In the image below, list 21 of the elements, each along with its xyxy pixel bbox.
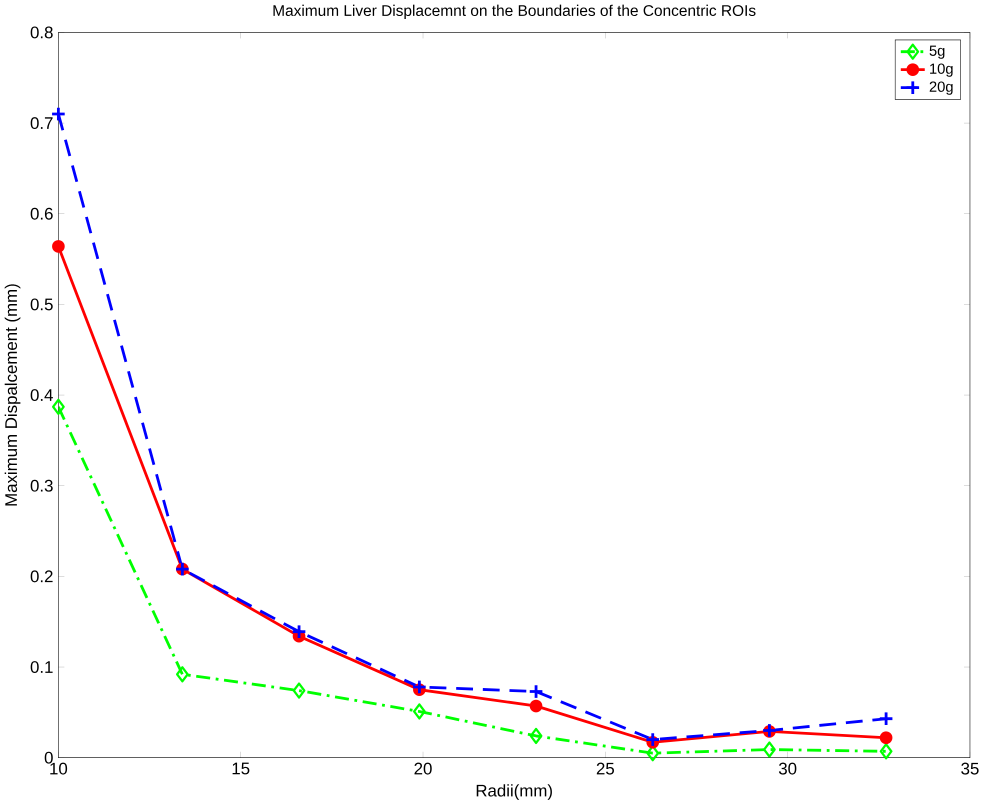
y-tick-label: 0.2 — [30, 570, 53, 583]
x-tick-label: 10 — [50, 762, 68, 775]
y-tick-label: 0.5 — [30, 298, 53, 311]
x-tick-label: 35 — [961, 762, 979, 775]
y-tick-label: 0.6 — [30, 208, 53, 220]
x-tick-label: 30 — [778, 762, 796, 775]
y-tick-label: 0.4 — [30, 389, 53, 402]
x-axis-title: Radii(mm) — [476, 784, 552, 800]
legend-label: 5g — [930, 46, 944, 59]
legend-label: 10g — [930, 64, 953, 77]
x-tick-label: 25 — [596, 762, 614, 775]
chart-title: Maximum Liver Displacemnt on the Boundaries of the Concentric ROIs — [273, 4, 756, 20]
y-tick-label: 0.1 — [30, 661, 53, 674]
x-tick-label: 15 — [232, 762, 250, 775]
legend-label: 20g — [930, 82, 953, 95]
x-tick-label: 20 — [414, 762, 432, 775]
y-axis-title: Maximum Dispalcement (mm) — [4, 284, 20, 506]
y-tick-label: 0.3 — [30, 480, 53, 492]
y-tick-label: 0 — [44, 752, 53, 764]
y-tick-label: 0.8 — [30, 26, 53, 39]
y-tick-label: 0.7 — [30, 117, 53, 130]
